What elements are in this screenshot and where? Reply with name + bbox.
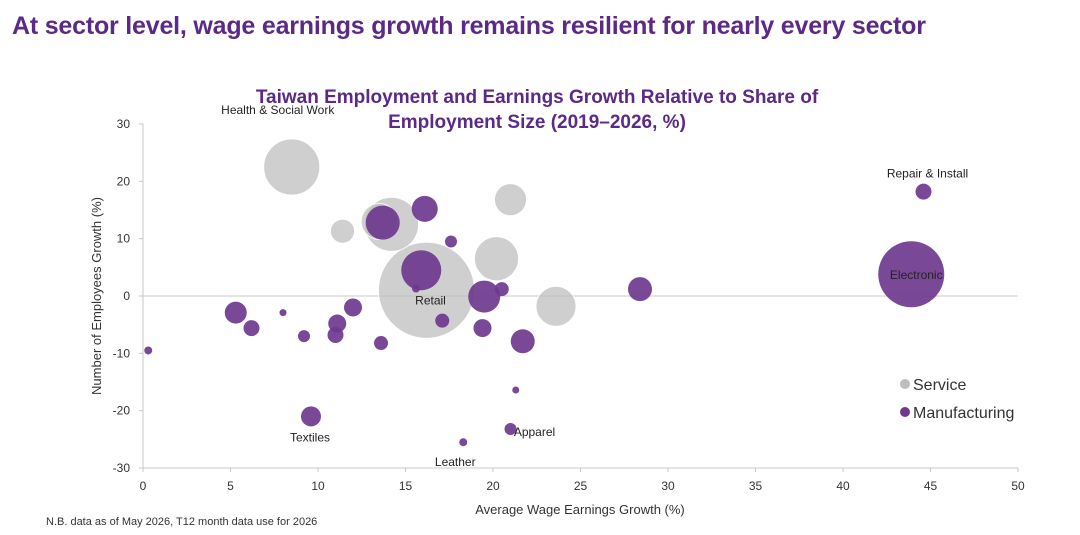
manufacturing-bubble (301, 406, 321, 427)
manufacturing-bubble (224, 301, 247, 324)
legend-manufacturing-marker (900, 407, 910, 417)
service-bubble (494, 183, 527, 217)
chart-title-line: Employment Size (2019–2026, %) (388, 112, 686, 133)
service-bubble (474, 236, 519, 282)
x-tick-label: 0 (140, 479, 147, 493)
legend-label: Service (913, 377, 966, 394)
bubble-label: Retail (415, 293, 446, 307)
x-tick-label: 40 (836, 479, 850, 493)
y-axis-label: Number of Employees Growth (%) (89, 197, 104, 395)
manufacturing-bubble (445, 235, 457, 248)
bubble-label: Health & Social Work (221, 103, 335, 117)
manufacturing-bubble (298, 330, 310, 343)
manufacturing-bubble (494, 282, 509, 297)
manufacturing-bubble (510, 329, 535, 354)
chart-title-line: Taiwan Employment and Earnings Growth Re… (256, 87, 819, 108)
manufacturing-bubble (411, 195, 438, 222)
bubble-label: Electronic (890, 268, 943, 282)
y-tick-label: -10 (113, 346, 131, 360)
x-tick-label: 20 (486, 479, 500, 493)
manufacturing-bubble (504, 423, 517, 436)
x-tick-label: 10 (311, 479, 325, 493)
manufacturing-bubble (435, 313, 450, 328)
y-tick-label: 20 (117, 174, 131, 188)
x-tick-label: 50 (1011, 479, 1025, 493)
manufacturing-bubble (327, 326, 344, 343)
x-tick-label: 30 (661, 479, 675, 493)
manufacturing-bubble (412, 284, 420, 293)
x-axis-label: Average Wage Earnings Growth (%) (475, 502, 685, 517)
manufacturing-bubble (459, 438, 468, 447)
manufacturing-bubble (473, 319, 492, 338)
x-tick-label: 25 (574, 479, 588, 493)
manufacturing-bubble (344, 298, 362, 317)
x-tick-label: 5 (227, 479, 234, 493)
x-tick-label: 45 (924, 479, 938, 493)
manufacturing-bubble (468, 280, 501, 313)
x-tick-label: 15 (399, 479, 413, 493)
bubble-label: Apparel (514, 425, 555, 439)
bubble-label: Repair & Install (887, 167, 968, 181)
legend-service-marker (900, 379, 910, 389)
footnote: N.B. data as of May 2026, T12 month data… (46, 516, 318, 528)
slide-headline: At sector level, wage earnings growth re… (12, 12, 926, 40)
y-tick-label: -30 (113, 461, 131, 475)
manufacturing-bubble (365, 205, 400, 240)
legend-label: Manufacturing (913, 405, 1014, 422)
manufacturing-bubble (243, 320, 260, 337)
manufacturing-bubble (401, 250, 442, 291)
service-bubble (263, 138, 321, 196)
manufacturing-bubble (374, 336, 388, 351)
bubble-label: Textiles (290, 430, 330, 444)
x-tick-label: 35 (749, 479, 763, 493)
manufacturing-bubble (144, 346, 153, 355)
service-bubble (535, 285, 577, 327)
service-bubble (330, 218, 355, 244)
manufacturing-bubble (512, 386, 520, 394)
manufacturing-bubble (279, 309, 287, 317)
y-tick-label: 30 (117, 117, 131, 131)
y-tick-label: -20 (113, 404, 131, 418)
bubble-label: Leather (435, 455, 476, 469)
manufacturing-bubble (915, 183, 932, 200)
manufacturing-bubble (628, 277, 652, 302)
y-tick-label: 0 (123, 289, 130, 303)
y-tick-label: 10 (117, 232, 131, 246)
manufacturing-bubble (878, 241, 945, 308)
